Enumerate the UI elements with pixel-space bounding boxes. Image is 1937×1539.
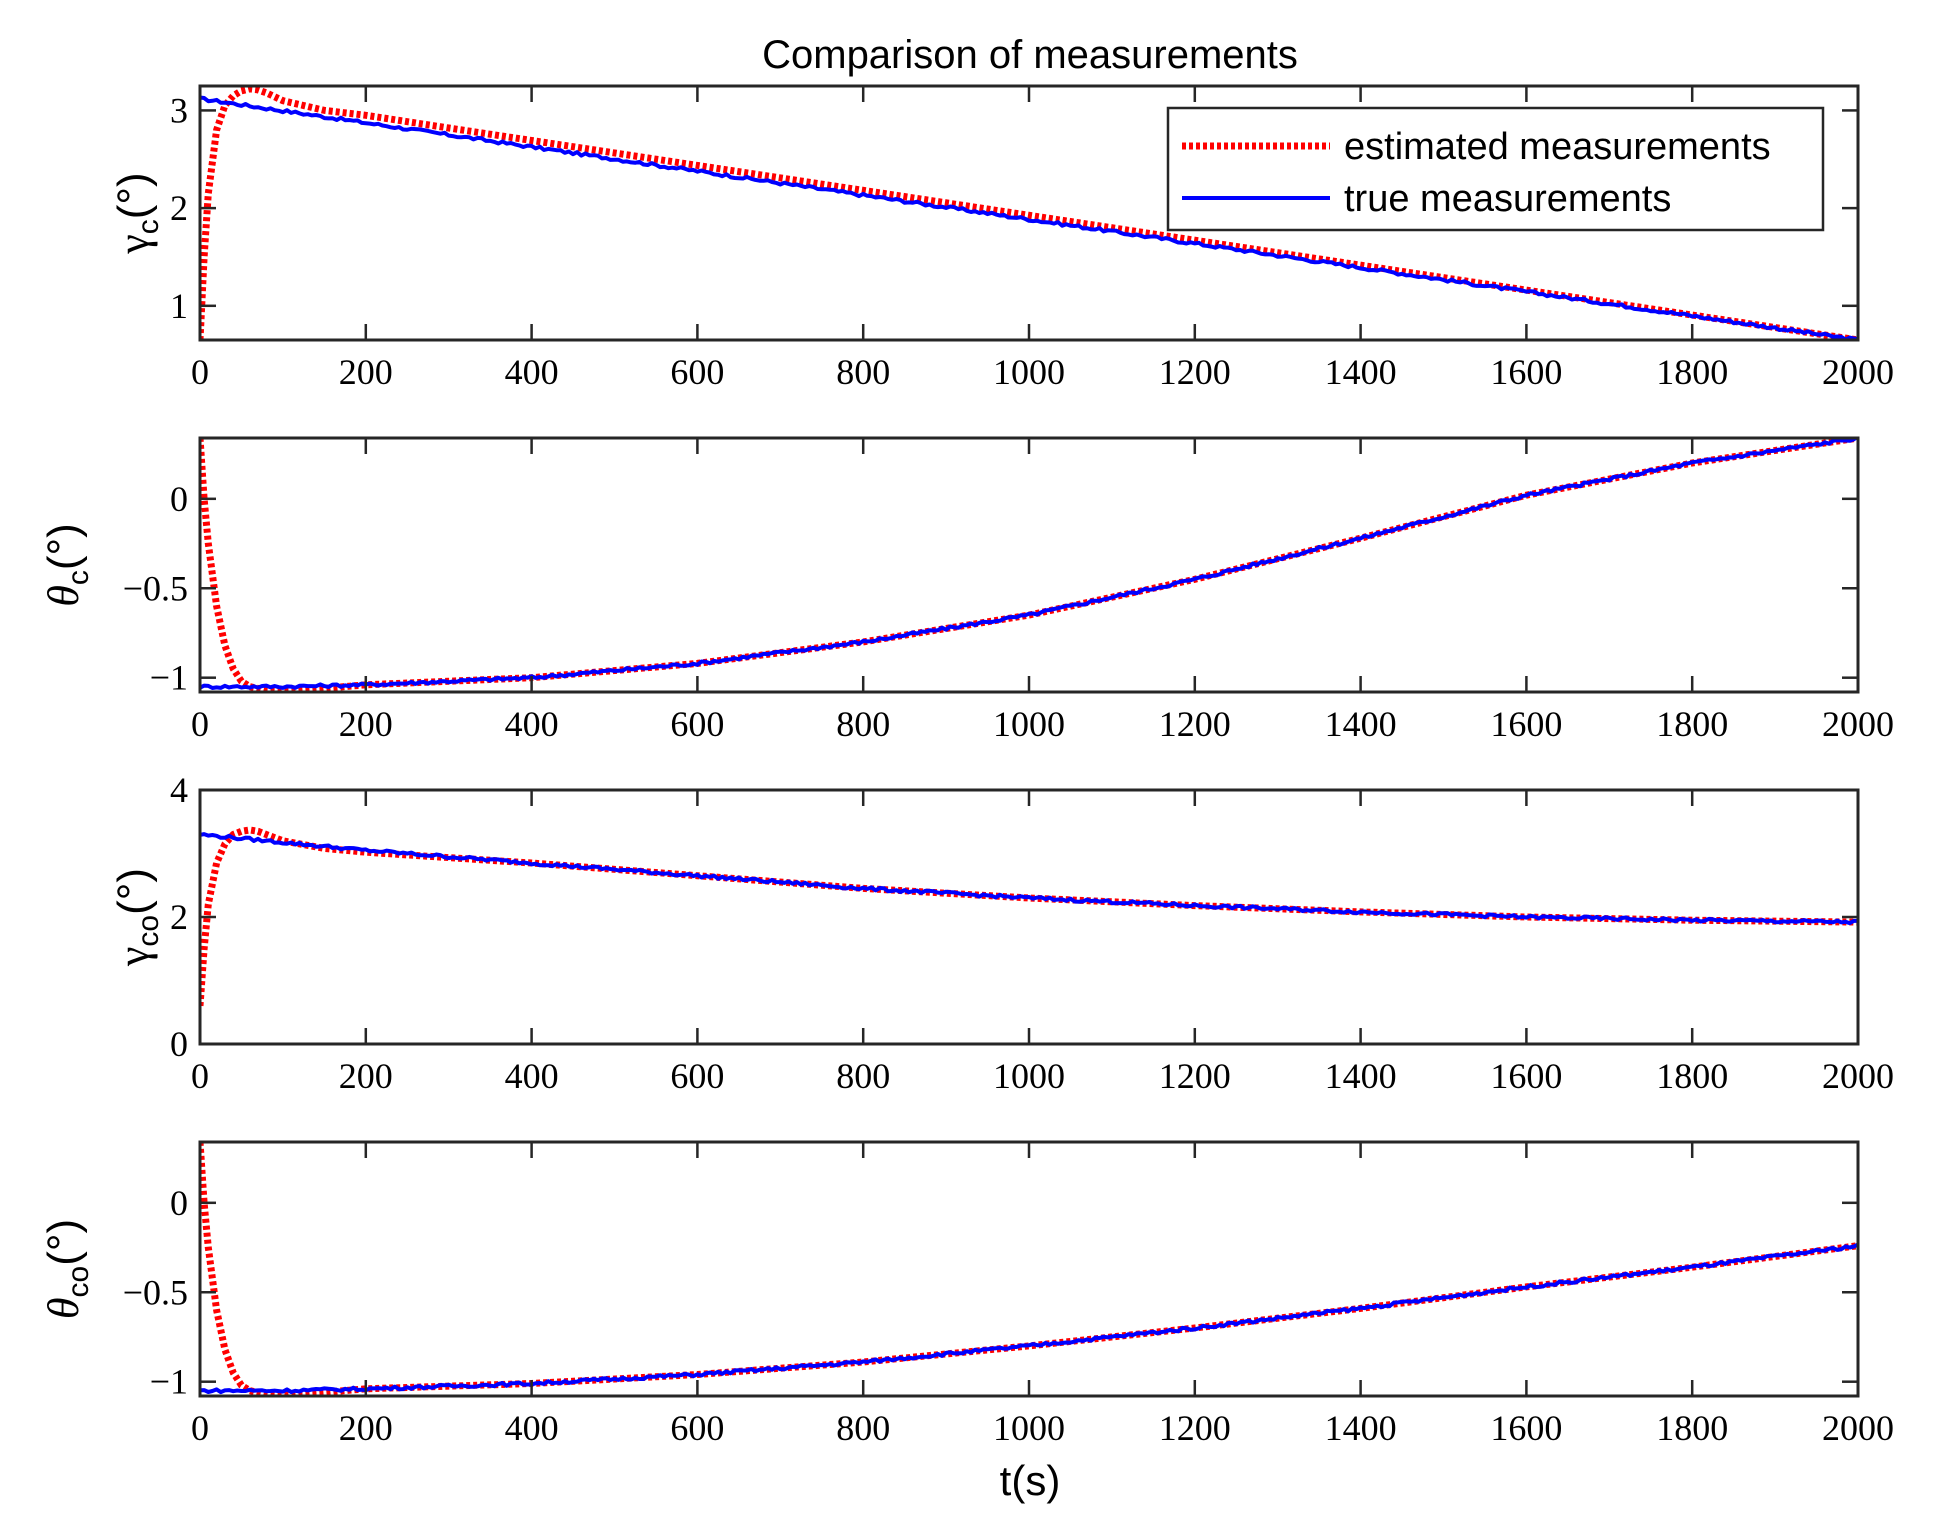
y-label-subscript: c (132, 219, 165, 234)
legend-label: estimated measurements (1344, 126, 1771, 168)
x-tick-label: 1800 (1656, 704, 1728, 744)
y-axis-label-4: θco(°) (39, 1219, 95, 1319)
y-tick-label: 3 (170, 90, 188, 130)
x-tick-label: 600 (670, 1056, 724, 1096)
x-tick-label: 1800 (1656, 352, 1728, 392)
x-tick-label: 0 (191, 1056, 209, 1096)
y-tick-label: −0.5 (123, 568, 188, 608)
plot-area (200, 826, 1858, 1007)
y-tick-label: 4 (170, 770, 188, 810)
chart-title: Comparison of measurements (762, 33, 1298, 77)
estimated-measurements-line-1 (200, 86, 1858, 340)
x-tick-label: 0 (191, 704, 209, 744)
x-tick-label: 400 (505, 352, 559, 392)
x-tick-label: 200 (339, 1056, 393, 1096)
x-tick-label: 2000 (1822, 1056, 1894, 1096)
true-measurements-line-3 (200, 832, 1858, 926)
y-label-subscript: co (132, 915, 165, 947)
x-tick-label: 1200 (1159, 704, 1231, 744)
x-tick-label: 1600 (1490, 1408, 1562, 1448)
x-tick-label: 1200 (1159, 1056, 1231, 1096)
x-tick-label: 1400 (1325, 1408, 1397, 1448)
plot-area (200, 1142, 1858, 1396)
x-tick-label: 0 (191, 352, 209, 392)
x-axis-label: t(s) (1000, 1457, 1061, 1504)
y-label-unit: (°) (109, 868, 158, 915)
x-tick-label: 400 (505, 704, 559, 744)
x-tick-label: 1800 (1656, 1056, 1728, 1096)
x-tick-label: 400 (505, 1056, 559, 1096)
y-label-symbol: θ (39, 585, 88, 607)
x-tick-label: 200 (339, 1408, 393, 1448)
x-tick-label: 1000 (993, 1408, 1065, 1448)
x-tick-label: 800 (836, 704, 890, 744)
y-label-subscript: co (62, 1266, 95, 1298)
x-tick-label: 200 (339, 352, 393, 392)
y-axis-label-1: γc(°) (109, 172, 165, 254)
y-axis-label-2: θc(°) (39, 523, 95, 607)
subplot-3: 0 200 400 600 800 1000 1200 1400 1600 1800 2000 0 2 4… (109, 770, 1894, 1096)
y-tick-label: 2 (170, 897, 188, 937)
y-tick-label: 0 (170, 1024, 188, 1064)
y-label-symbol: θ (39, 1297, 88, 1319)
x-tick-label: 600 (670, 704, 724, 744)
x-tick-label: 1000 (993, 704, 1065, 744)
x-tick-label: 600 (670, 1408, 724, 1448)
x-tick-label: 1800 (1656, 1408, 1728, 1448)
x-tick-label: 1600 (1490, 352, 1562, 392)
subplot-2: 0 200 400 600 800 1000 1200 1400 1600 1800 2000 −1 −… (39, 436, 1894, 744)
y-tick-label: 1 (170, 286, 188, 326)
legend-box (1166, 106, 1825, 232)
x-tick-label: 600 (670, 352, 724, 392)
x-tick-label: 1400 (1325, 352, 1397, 392)
y-tick-label: 2 (170, 188, 188, 228)
x-tick-label: 2000 (1822, 1408, 1894, 1448)
x-tick-label: 0 (191, 1408, 209, 1448)
x-tick-label: 1600 (1490, 1056, 1562, 1096)
y-label-subscript: c (62, 570, 95, 585)
x-tick-label: 1000 (993, 1056, 1065, 1096)
legend-label: true measurements (1344, 178, 1671, 220)
true-measurements-line-2 (200, 438, 1858, 690)
true-measurements-line-1 (200, 95, 1858, 340)
y-label-unit: (°) (39, 523, 88, 570)
x-tick-label: 2000 (1822, 352, 1894, 392)
y-tick-label: −0.5 (123, 1272, 188, 1312)
x-tick-label: 800 (836, 1408, 890, 1448)
x-tick-label: 200 (339, 704, 393, 744)
subplot-4: 0 200 400 600 800 1000 1200 1400 1600 1800 2000 −1 −… (39, 1140, 1894, 1448)
x-tick-label: 1000 (993, 352, 1065, 392)
x-tick-label: 400 (505, 1408, 559, 1448)
y-tick-label: −1 (150, 658, 188, 698)
y-tick-label: 0 (170, 479, 188, 519)
legend: estimated measurements true measurements (1166, 106, 1825, 232)
y-tick-label: 0 (170, 1183, 188, 1223)
y-label-symbol: γ (109, 947, 158, 967)
x-tick-label: 1600 (1490, 704, 1562, 744)
x-tick-label: 2000 (1822, 704, 1894, 744)
x-tick-label: 800 (836, 352, 890, 392)
plot-area (200, 438, 1858, 692)
subplot-1: 0 200 400 600 800 1000 1200 1400 1600 1800 2000 1 2 3… (109, 84, 1894, 392)
x-tick-label: 800 (836, 1056, 890, 1096)
plot-area (200, 86, 1858, 340)
y-label-unit: (°) (109, 172, 158, 219)
x-tick-label: 1200 (1159, 1408, 1231, 1448)
y-tick-label: −1 (150, 1362, 188, 1402)
x-tick-label: 1400 (1325, 704, 1397, 744)
true-measurements-line-4 (200, 1242, 1858, 1395)
subplots: 0 200 400 600 800 1000 1200 1400 1600 1800 2000123… (39, 84, 1894, 1448)
y-label-symbol: γ (109, 234, 158, 254)
x-tick-label: 1400 (1325, 1056, 1397, 1096)
y-label-unit: (°) (39, 1219, 88, 1266)
y-axis-label-3: γco(°) (109, 868, 165, 967)
x-tick-label: 1200 (1159, 352, 1231, 392)
